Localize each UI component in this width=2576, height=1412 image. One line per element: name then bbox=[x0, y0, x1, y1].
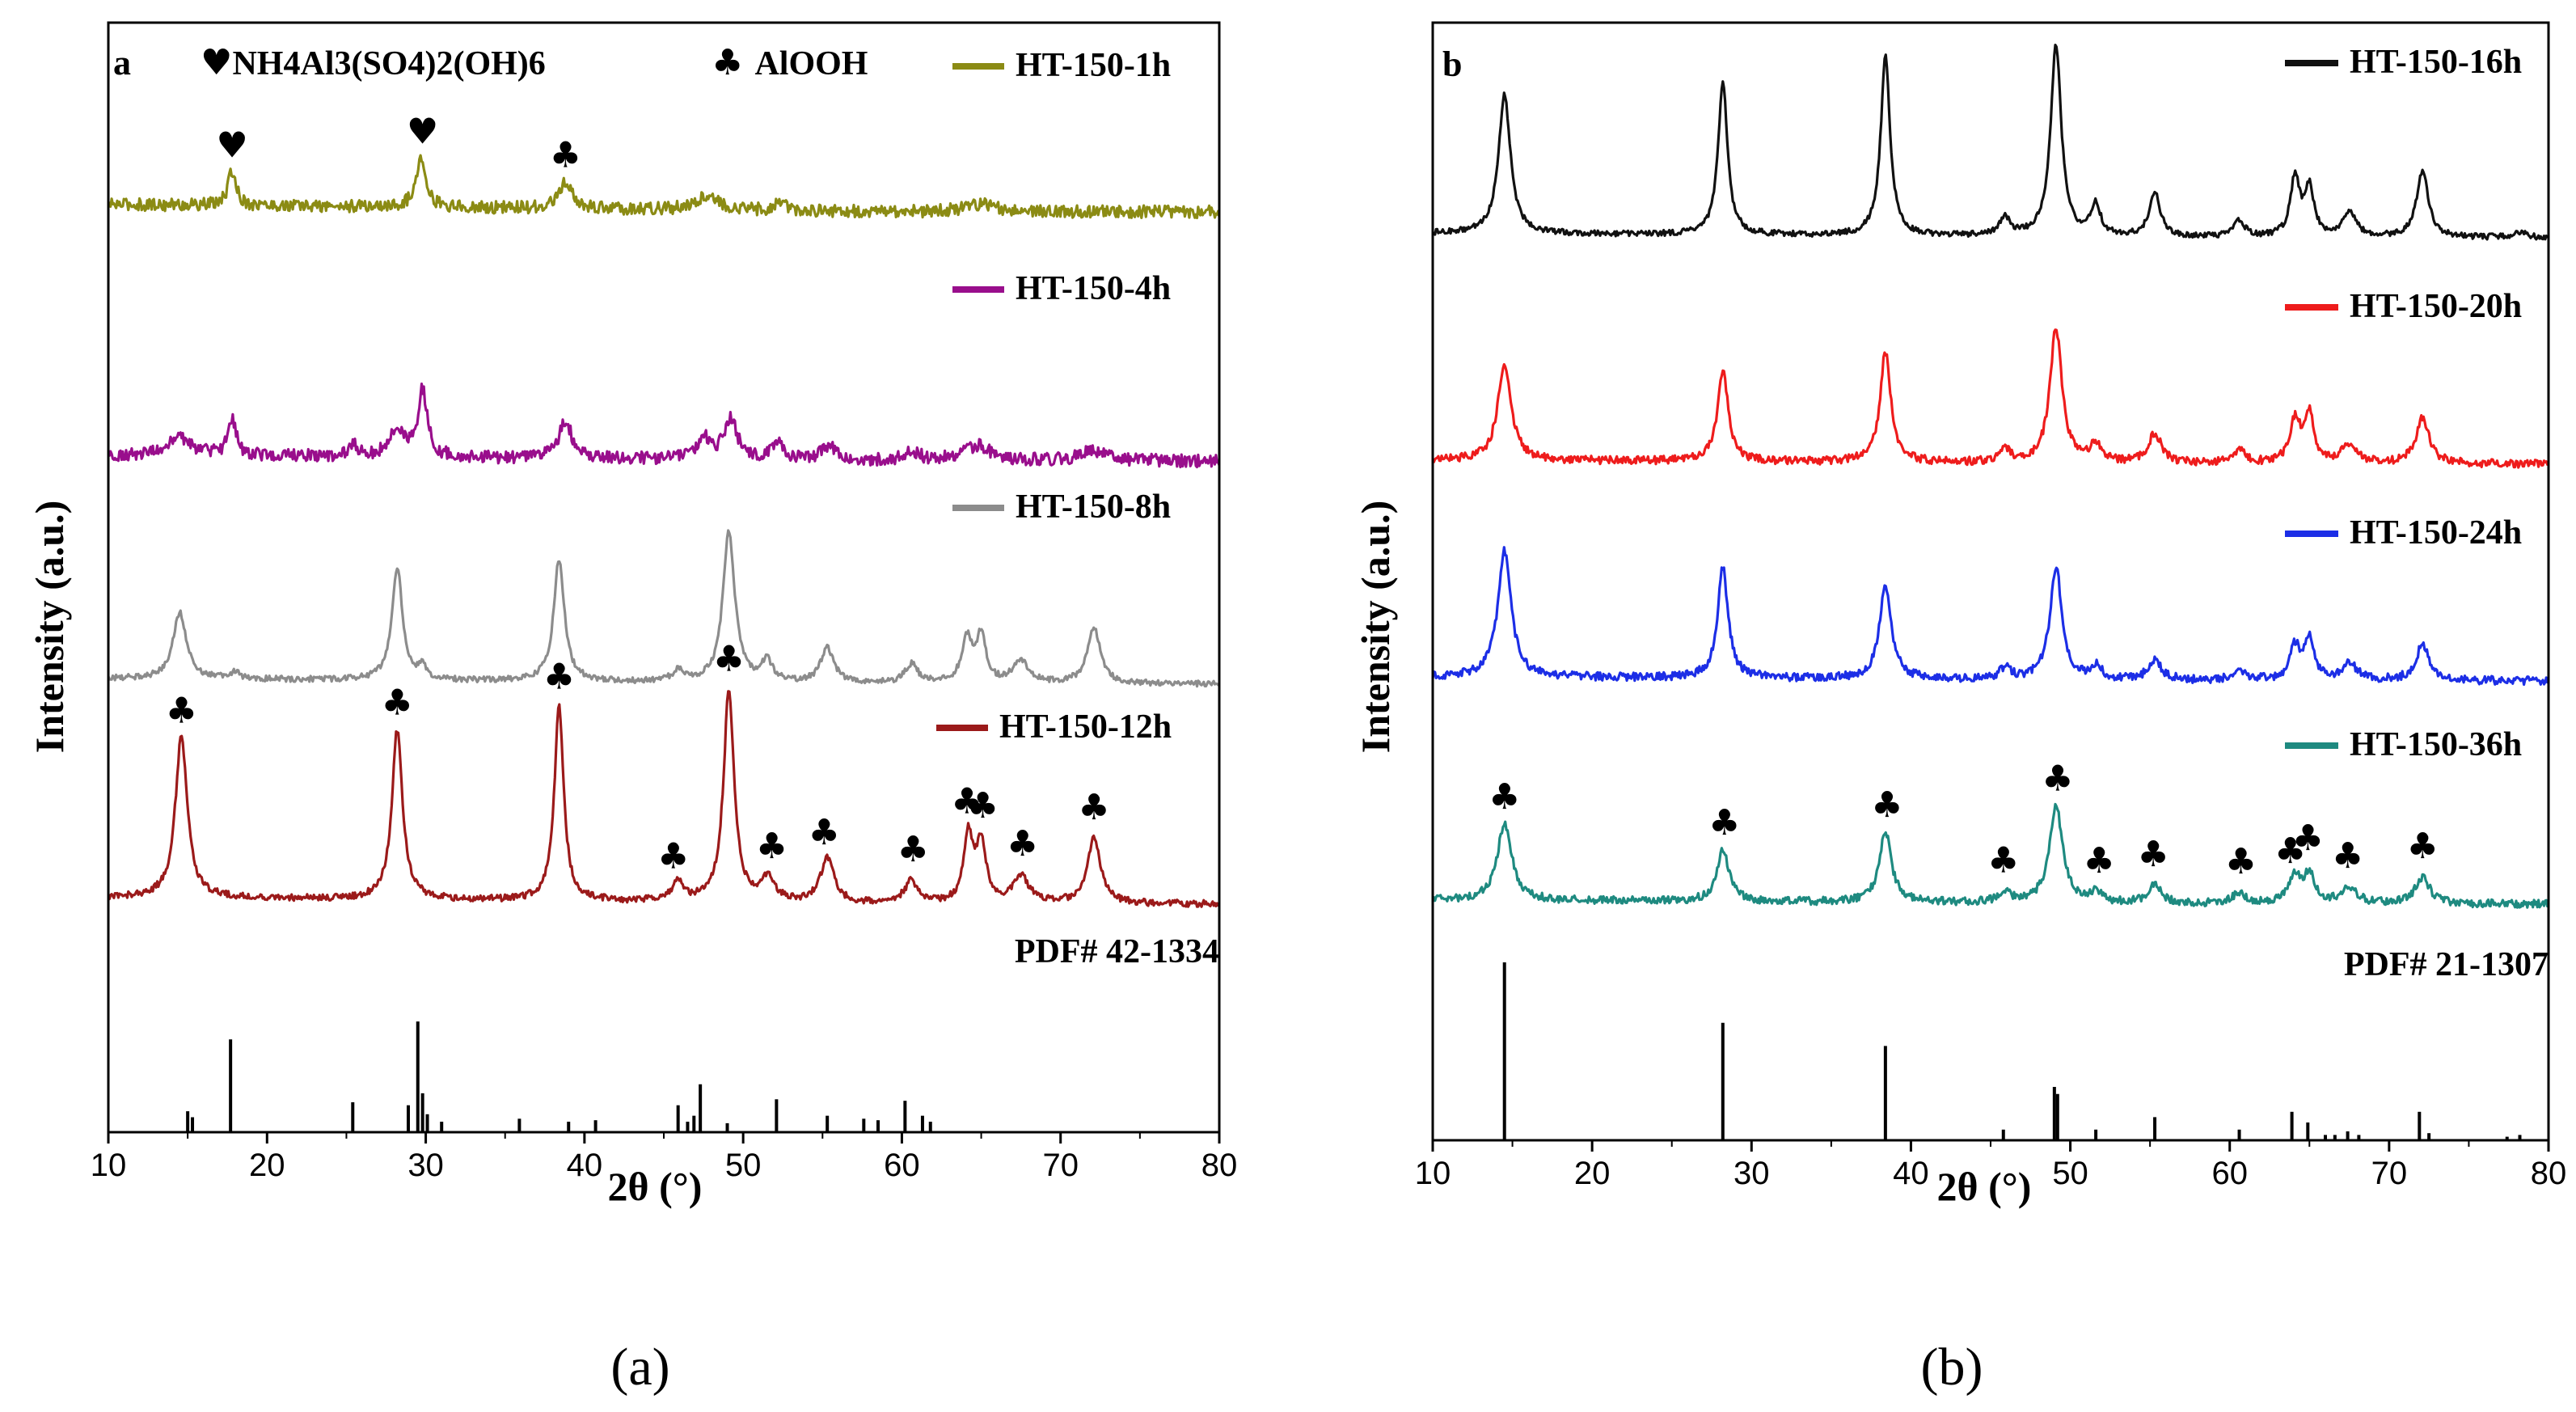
club-marker-ht-150-36h-5: ♣ bbox=[2083, 840, 2114, 881]
legend-label-ht-150-24h: HT-150-24h bbox=[2350, 514, 2522, 552]
panel-a: ♥ ♥♣♣ ♣♣♣♣♣ ♣ ♣♣♣♣♣ 10 20 30 40 50 60 70 80 a ♥NH4A… bbox=[27, 21, 1238, 1397]
panel-b-x-axis-title: 2θ (°) bbox=[1937, 1164, 2032, 1209]
x-tick-label-30: 30 bbox=[408, 1148, 444, 1183]
panel-a-series bbox=[107, 154, 1221, 908]
club-marker-ht-150-12h-11: ♣ bbox=[1078, 787, 1109, 828]
phase-legend-aloOH-label: AlOOH bbox=[754, 45, 868, 82]
club-marker-ht-150-36h-1: ♣ bbox=[1708, 802, 1740, 843]
club-marker-ht-150-36h-6: ♣ bbox=[2137, 834, 2168, 875]
x-tick-label-80: 80 bbox=[1201, 1148, 1238, 1183]
club-marker-ht-150-12h-2: ♣ bbox=[543, 657, 575, 698]
club-marker-ht-150-36h-10: ♣ bbox=[2332, 835, 2363, 877]
heart-marker-ht-150-1h-0: ♥ bbox=[216, 125, 247, 167]
x-tick-label-60: 60 bbox=[884, 1148, 920, 1183]
x-tick-label-10: 10 bbox=[1415, 1156, 1451, 1191]
x-tick-label-80: 80 bbox=[2531, 1156, 2567, 1191]
legend-label-ht-150-8h: HT-150-8h bbox=[1016, 488, 1171, 526]
legend-label-ht-150-20h: HT-150-20h bbox=[2350, 288, 2522, 325]
panel-a-phase-markers: ♥ ♥♣♣ ♣♣♣♣♣ ♣ ♣♣♣♣♣ bbox=[166, 112, 1110, 877]
panel-b-y-axis-title: Intensity (a.u.) bbox=[1353, 501, 1398, 754]
panel-b-phase-markers: ♣♣ ♣♣♣♣ ♣ ♣ ♣♣ ♣ ♣ bbox=[1489, 759, 2439, 882]
club-marker-ht-150-1h-2: ♣ bbox=[550, 135, 581, 176]
heart-icon: ♥ bbox=[201, 42, 232, 83]
x-tick-label-30: 30 bbox=[1734, 1156, 1770, 1191]
heart-marker-ht-150-1h-1: ♥ bbox=[407, 112, 438, 153]
series-line-ht-150-16h bbox=[1431, 44, 2549, 241]
panel-a-reference-lines bbox=[186, 1021, 932, 1132]
legend-label-ht-150-4h: HT-150-4h bbox=[1016, 270, 1171, 307]
series-line-ht-150-1h bbox=[108, 154, 1221, 220]
x-tick-label-70: 70 bbox=[2371, 1156, 2408, 1191]
club-marker-ht-150-12h-8: ♣ bbox=[951, 780, 982, 822]
panel-a-reference-label: PDF# 42-1334 bbox=[1015, 933, 1219, 970]
legend-label-ht-150-16h: HT-150-16h bbox=[2350, 44, 2522, 81]
club-marker-ht-150-12h-7: ♣ bbox=[897, 829, 928, 870]
panel-b-legend: HT-150-16h HT-150-20h HT-150-24h HT-150-… bbox=[2285, 44, 2522, 763]
series-line-ht-150-8h bbox=[107, 529, 1220, 688]
panel-b-x-ticks: 10 20 30 40 50 60 70 80 bbox=[1415, 1140, 2567, 1191]
phase-legend-aloOH: ♣ AlOOH bbox=[712, 42, 868, 83]
club-marker-ht-150-36h-0: ♣ bbox=[1489, 776, 1520, 818]
legend-label-ht-150-1h: HT-150-1h bbox=[1016, 47, 1171, 84]
club-marker-ht-150-36h-3: ♣ bbox=[1987, 840, 2019, 881]
phase-legend: ♥NH4Al3(SO4)2(OH)6 ♣ AlOOH bbox=[201, 42, 868, 83]
panel-a-caption: (a) bbox=[610, 1338, 669, 1397]
club-marker-ht-150-36h-11: ♣ bbox=[2407, 826, 2439, 867]
club-marker-ht-150-36h-4: ♣ bbox=[2042, 759, 2073, 800]
club-icon: ♣ bbox=[712, 42, 743, 83]
panel-a-y-axis-title: Intensity (a.u.) bbox=[27, 501, 72, 754]
series-line-ht-150-12h bbox=[107, 690, 1220, 908]
x-tick-label-60: 60 bbox=[2211, 1156, 2248, 1191]
series-line-ht-150-24h bbox=[1431, 546, 2550, 687]
panel-b-caption: (b) bbox=[1921, 1338, 1983, 1397]
legend-label-ht-150-36h: HT-150-36h bbox=[2350, 726, 2522, 763]
phase-legend-ammonium-alunite-label: NH4Al3(SO4)2(OH)6 bbox=[232, 45, 545, 82]
club-marker-ht-150-36h-2: ♣ bbox=[1871, 784, 1902, 826]
panel-b-reference-label: PDF# 21-1307 bbox=[2344, 946, 2549, 983]
club-marker-ht-150-12h-5: ♣ bbox=[756, 826, 788, 867]
panel-b-reference-lines bbox=[1502, 962, 2522, 1140]
club-marker-ht-150-12h-4: ♣ bbox=[713, 639, 745, 680]
x-tick-label-50: 50 bbox=[725, 1148, 762, 1183]
club-marker-ht-150-12h-3: ♣ bbox=[657, 836, 689, 877]
panel-b: ♣♣ ♣♣♣♣ ♣ ♣ ♣♣ ♣ ♣ 10 20 30 40 50 60 70 80 b HT-150-1… bbox=[1353, 21, 2567, 1397]
x-tick-label-20: 20 bbox=[1574, 1156, 1611, 1191]
club-marker-ht-150-36h-8: ♣ bbox=[2274, 831, 2306, 872]
club-marker-ht-150-12h-0: ♣ bbox=[166, 691, 197, 732]
panel-b-series bbox=[1431, 44, 2550, 909]
club-marker-ht-150-36h-7: ♣ bbox=[2225, 841, 2257, 882]
panel-b-letter: b bbox=[1442, 44, 1462, 84]
panel-a-x-axis-title: 2θ (°) bbox=[608, 1164, 703, 1209]
x-tick-label-50: 50 bbox=[2052, 1156, 2088, 1191]
club-marker-ht-150-12h-1: ♣ bbox=[382, 683, 413, 724]
club-marker-ht-150-12h-10: ♣ bbox=[1007, 823, 1038, 865]
phase-legend-ammonium-alunite: ♥NH4Al3(SO4)2(OH)6 bbox=[201, 42, 546, 83]
panel-a-letter: a bbox=[113, 43, 131, 82]
series-line-ht-150-36h bbox=[1431, 802, 2550, 909]
x-tick-label-20: 20 bbox=[249, 1148, 285, 1183]
x-tick-label-70: 70 bbox=[1042, 1148, 1079, 1183]
series-line-ht-150-20h bbox=[1432, 328, 2549, 469]
club-marker-ht-150-12h-9: ♣ bbox=[967, 785, 999, 826]
panel-a-legend: HT-150-1h HT-150-4h HT-150-8h HT-150-12h bbox=[936, 47, 1172, 746]
panel-a-x-ticks: 10 20 30 40 50 60 70 80 bbox=[91, 1132, 1238, 1183]
x-tick-label-40: 40 bbox=[1893, 1156, 1929, 1191]
x-tick-label-40: 40 bbox=[567, 1148, 603, 1183]
series-line-ht-150-4h bbox=[107, 383, 1221, 469]
club-marker-ht-150-36h-9: ♣ bbox=[2292, 818, 2324, 859]
club-marker-ht-150-12h-6: ♣ bbox=[809, 812, 840, 853]
x-tick-label-10: 10 bbox=[91, 1148, 127, 1183]
legend-label-ht-150-12h: HT-150-12h bbox=[999, 708, 1172, 746]
